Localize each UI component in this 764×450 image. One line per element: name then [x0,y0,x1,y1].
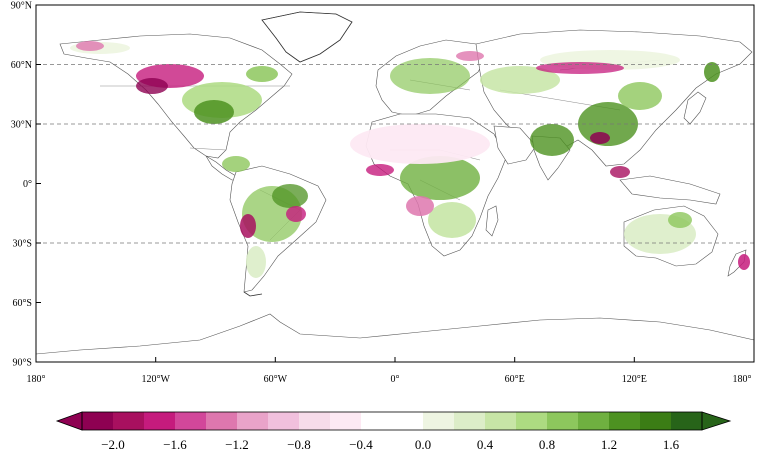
anomaly-patch [590,132,610,144]
anomaly-patch [246,246,266,278]
colorbar-outline [81,411,703,431]
y-axis: 90°N 60°N 30°N 0° 30°S 60°S 90°S [11,1,41,369]
colorbar-cell [423,412,455,430]
southeast-asia-islands [619,175,721,205]
colorbar-cell [392,412,424,430]
y-tick-label: 90°N [11,1,32,12]
y-tick-label: 90°S [12,358,32,369]
anomaly-patch [286,206,306,222]
colorbar-labels: −2.0 −1.6 −1.2 −0.8 −0.4 0.0 0.4 0.8 1.2 1.6 [101,437,679,450]
anomaly-patch [610,166,630,178]
latitude-gridlines [36,64,754,244]
y-tick-label: 60°N [11,60,32,71]
colorbar-cell [485,412,517,430]
arabia [493,125,537,165]
y-tick-label: 0° [23,179,32,190]
colorbar-tick-label: −0.8 [287,437,311,450]
colorbar-cell [113,412,145,430]
anomaly-patch [390,58,470,94]
colorbar-left-arrow [55,411,83,431]
anomaly-patch [480,66,560,94]
negative-anomaly-patches [76,41,750,270]
colorbar-tick-label: 0.4 [477,437,494,450]
colorbar-cell [268,412,300,430]
anomaly-patch [428,202,476,238]
y-tick-label: 30°S [12,239,32,250]
colorbar-cell [299,412,331,430]
anomaly-patch [738,254,750,270]
colorbar-cell [206,412,238,430]
colorbar-cell [454,412,486,430]
anomaly-patch [222,156,250,172]
anomaly-patch [618,82,662,110]
x-tick-label: 60°W [264,374,288,385]
north-america [59,33,293,159]
colorbar-cell [547,412,579,430]
colorbar-tick-label: −2.0 [101,437,125,450]
anomaly-patch [194,100,234,124]
y-tick-label: 60°S [12,298,32,309]
colorbar-tick-label: 0.8 [539,437,555,450]
colorbar-cell [609,412,641,430]
anomaly-patch [366,164,394,176]
colorbar-cell [640,412,672,430]
anomaly-patch [246,66,278,82]
x-tick-label: 180° [27,374,46,385]
anomaly-patch [530,124,574,156]
x-tick-label: 0° [391,374,400,385]
x-tick-label: 120°W [141,374,170,385]
colorbar-tick-label: −1.6 [163,437,187,450]
anomaly-patch [406,196,434,216]
anomaly-patch [704,62,720,82]
colorbar-cell [578,412,610,430]
colorbar: −2.0 −1.6 −1.2 −0.8 −0.4 0.0 0.4 0.8 1.2 1.6 [55,411,732,450]
anomaly-patch [668,212,692,228]
madagascar [485,205,499,237]
colorbar-cell [671,412,703,430]
x-axis: 180° 120°W 60°W 0° 60°E 120°E 180° [27,357,755,385]
colorbar-tick-label: 0.0 [415,437,431,450]
colorbar-cell [144,412,176,430]
anomaly-patch [400,156,480,200]
colorbar-cell [237,412,269,430]
anomaly-patch [350,124,490,164]
positive-anomaly-patches [70,42,720,278]
y-tick-label: 30°N [11,120,32,131]
colorbar-cells [82,412,703,430]
x-tick-label: 60°E [505,374,525,385]
colorbar-cell [361,412,393,430]
coastlines [243,11,353,297]
anomaly-patch [272,184,308,208]
anomaly-patch [456,51,484,61]
anomaly-patch [136,78,168,94]
colorbar-cell [82,412,114,430]
colorbar-cell [175,412,207,430]
colorbar-tick-label: 1.2 [601,437,617,450]
anomaly-patch [536,62,624,74]
japan [683,91,707,125]
anomaly-patch [240,214,256,238]
anomaly-patch [76,41,104,51]
x-tick-label: 180° [733,374,752,385]
colorbar-cell [330,412,362,430]
colorbar-tick-label: −1.2 [225,437,249,450]
colorbar-tick-label: −0.4 [349,437,373,450]
x-tick-label: 120°E [622,374,647,385]
colorbar-right-arrow [701,411,732,431]
colorbar-tick-label: 1.6 [663,437,680,450]
colorbar-cell [516,412,548,430]
